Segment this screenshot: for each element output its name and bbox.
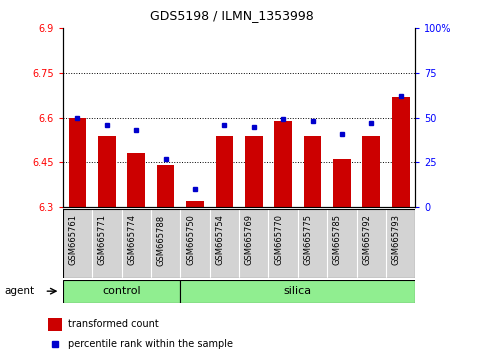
Bar: [362, 136, 380, 207]
Bar: [333, 159, 351, 207]
Text: GSM665761: GSM665761: [69, 215, 77, 266]
Text: agent: agent: [5, 286, 35, 296]
Bar: [69, 118, 86, 207]
Bar: [304, 136, 321, 207]
Text: silica: silica: [284, 286, 312, 296]
Text: GDS5198 / ILMN_1353998: GDS5198 / ILMN_1353998: [150, 9, 314, 22]
Bar: [157, 165, 174, 207]
Text: GSM665793: GSM665793: [392, 215, 401, 266]
Bar: [63, 280, 180, 303]
Text: control: control: [102, 286, 141, 296]
Text: GSM665775: GSM665775: [303, 215, 313, 266]
Bar: [180, 280, 415, 303]
Text: GSM665792: GSM665792: [362, 215, 371, 265]
Text: percentile rank within the sample: percentile rank within the sample: [68, 339, 233, 349]
Text: GSM665770: GSM665770: [274, 215, 283, 266]
Bar: [98, 136, 116, 207]
Text: GSM665788: GSM665788: [156, 215, 166, 266]
Text: GSM665754: GSM665754: [215, 215, 225, 265]
Bar: [215, 136, 233, 207]
Bar: [245, 136, 263, 207]
Text: GSM665771: GSM665771: [98, 215, 107, 266]
Bar: [274, 121, 292, 207]
Text: GSM665774: GSM665774: [127, 215, 136, 266]
Text: transformed count: transformed count: [68, 319, 159, 329]
Bar: [48, 318, 62, 331]
Bar: [392, 97, 410, 207]
Bar: [186, 201, 204, 207]
Bar: [128, 153, 145, 207]
Text: GSM665785: GSM665785: [333, 215, 342, 266]
Text: GSM665769: GSM665769: [245, 215, 254, 266]
Text: GSM665750: GSM665750: [186, 215, 195, 265]
